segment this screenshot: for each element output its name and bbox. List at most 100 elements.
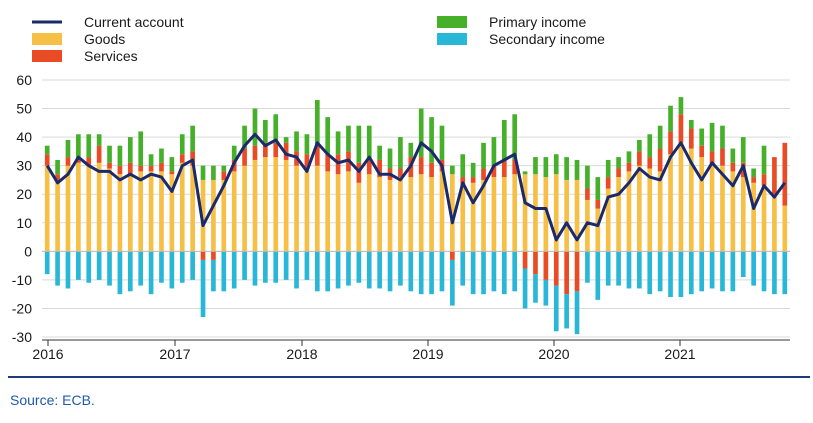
bar-goods bbox=[782, 205, 788, 252]
bar-services bbox=[553, 251, 559, 286]
bar-secondary-income bbox=[387, 251, 393, 292]
source-text: Source: ECB. bbox=[10, 392, 95, 408]
bar-services bbox=[709, 151, 715, 166]
bar-goods bbox=[501, 177, 507, 252]
bar-primary-income bbox=[501, 119, 507, 160]
bar-services bbox=[159, 162, 164, 172]
bar-primary-income bbox=[564, 157, 569, 180]
bar-goods bbox=[657, 171, 663, 252]
bar-services bbox=[418, 157, 424, 175]
bar-secondary-income bbox=[273, 251, 279, 283]
bar-goods bbox=[605, 188, 611, 252]
y-tick-label: -20 bbox=[12, 300, 32, 316]
bar-primary-income bbox=[242, 125, 247, 149]
bar-primary-income bbox=[637, 139, 642, 152]
bar-services bbox=[283, 142, 289, 160]
y-tick-label: 30 bbox=[16, 158, 32, 174]
y-tick-label: 60 bbox=[16, 72, 32, 88]
bar-primary-income bbox=[481, 142, 486, 169]
bar-services bbox=[585, 188, 590, 200]
bar-secondary-income bbox=[169, 251, 175, 289]
bar-primary-income bbox=[720, 125, 725, 149]
bar-services bbox=[512, 159, 518, 175]
bar-primary-income bbox=[522, 171, 528, 175]
bar-primary-income bbox=[263, 119, 268, 143]
bar-services bbox=[595, 199, 601, 209]
y-tick-label: 20 bbox=[16, 186, 32, 202]
legend-label-services: Services bbox=[84, 48, 138, 64]
bar-goods bbox=[366, 174, 372, 252]
bar-services bbox=[668, 131, 673, 155]
bar-secondary-income bbox=[543, 279, 549, 306]
bar-services bbox=[688, 128, 694, 149]
bar-services bbox=[314, 145, 320, 166]
bar-secondary-income bbox=[159, 251, 164, 283]
bar-services bbox=[211, 251, 216, 260]
line-current-account bbox=[45, 132, 787, 242]
bar-secondary-income bbox=[346, 251, 351, 286]
bar-primary-income bbox=[751, 168, 756, 178]
bar-goods bbox=[148, 171, 154, 252]
bar-services bbox=[772, 157, 777, 195]
bar-secondary-income bbox=[107, 251, 112, 286]
bar-goods bbox=[159, 171, 164, 252]
bar-secondary-income bbox=[574, 291, 580, 335]
bar-goods bbox=[335, 174, 341, 252]
bar-goods bbox=[252, 159, 258, 252]
bar-primary-income bbox=[304, 134, 310, 155]
y-tick-label: 10 bbox=[16, 215, 32, 231]
bar-services bbox=[678, 114, 684, 143]
bar-services bbox=[522, 251, 528, 269]
bar-services bbox=[44, 154, 50, 166]
bar-secondary-income bbox=[283, 251, 289, 280]
bar-goods bbox=[574, 179, 580, 252]
x-tick-label: 2018 bbox=[286, 346, 317, 362]
bar-secondary-income bbox=[231, 251, 237, 289]
bar-services bbox=[429, 162, 434, 178]
stacked-bars bbox=[44, 97, 788, 335]
bar-services bbox=[647, 157, 653, 169]
bar-secondary-income bbox=[491, 251, 497, 292]
bar-goods bbox=[470, 182, 476, 252]
bar-primary-income bbox=[595, 177, 601, 200]
bar-secondary-income bbox=[709, 251, 715, 289]
bar-primary-income bbox=[408, 142, 414, 158]
bar-services bbox=[657, 148, 663, 172]
bar-services bbox=[169, 171, 175, 175]
bar-secondary-income bbox=[252, 251, 258, 286]
legend-swatch-secondary-income bbox=[437, 33, 467, 45]
bar-services bbox=[564, 251, 569, 295]
bar-secondary-income bbox=[429, 251, 434, 295]
bar-secondary-income bbox=[782, 251, 788, 295]
bar-secondary-income bbox=[356, 251, 362, 283]
bar-secondary-income bbox=[96, 251, 102, 280]
bar-goods bbox=[387, 179, 393, 252]
bar-primary-income bbox=[138, 131, 144, 166]
bar-goods bbox=[730, 171, 736, 252]
bar-services bbox=[107, 162, 112, 169]
bar-secondary-income bbox=[408, 251, 414, 292]
bar-secondary-income bbox=[200, 259, 206, 318]
bar-primary-income bbox=[252, 108, 258, 146]
bar-secondary-income bbox=[418, 251, 424, 295]
bar-goods bbox=[76, 162, 81, 252]
bar-services bbox=[398, 168, 403, 178]
bar-goods bbox=[44, 165, 50, 252]
bar-goods bbox=[325, 171, 331, 252]
bar-services bbox=[325, 154, 331, 172]
bar-services bbox=[200, 251, 206, 260]
bar-primary-income bbox=[86, 134, 92, 158]
bar-primary-income bbox=[585, 165, 590, 189]
bar-primary-income bbox=[429, 117, 434, 163]
bar-primary-income bbox=[159, 148, 164, 163]
bar-goods bbox=[678, 142, 684, 252]
y-tick-label: 0 bbox=[24, 243, 32, 259]
legend-label-current-account: Current account bbox=[84, 14, 184, 30]
bar-services bbox=[574, 251, 580, 292]
bar-primary-income bbox=[200, 165, 206, 180]
bar-primary-income bbox=[377, 145, 382, 160]
bar-primary-income bbox=[117, 145, 123, 166]
bar-goods bbox=[200, 179, 206, 252]
bar-secondary-income bbox=[190, 251, 195, 280]
bar-primary-income bbox=[179, 134, 185, 155]
